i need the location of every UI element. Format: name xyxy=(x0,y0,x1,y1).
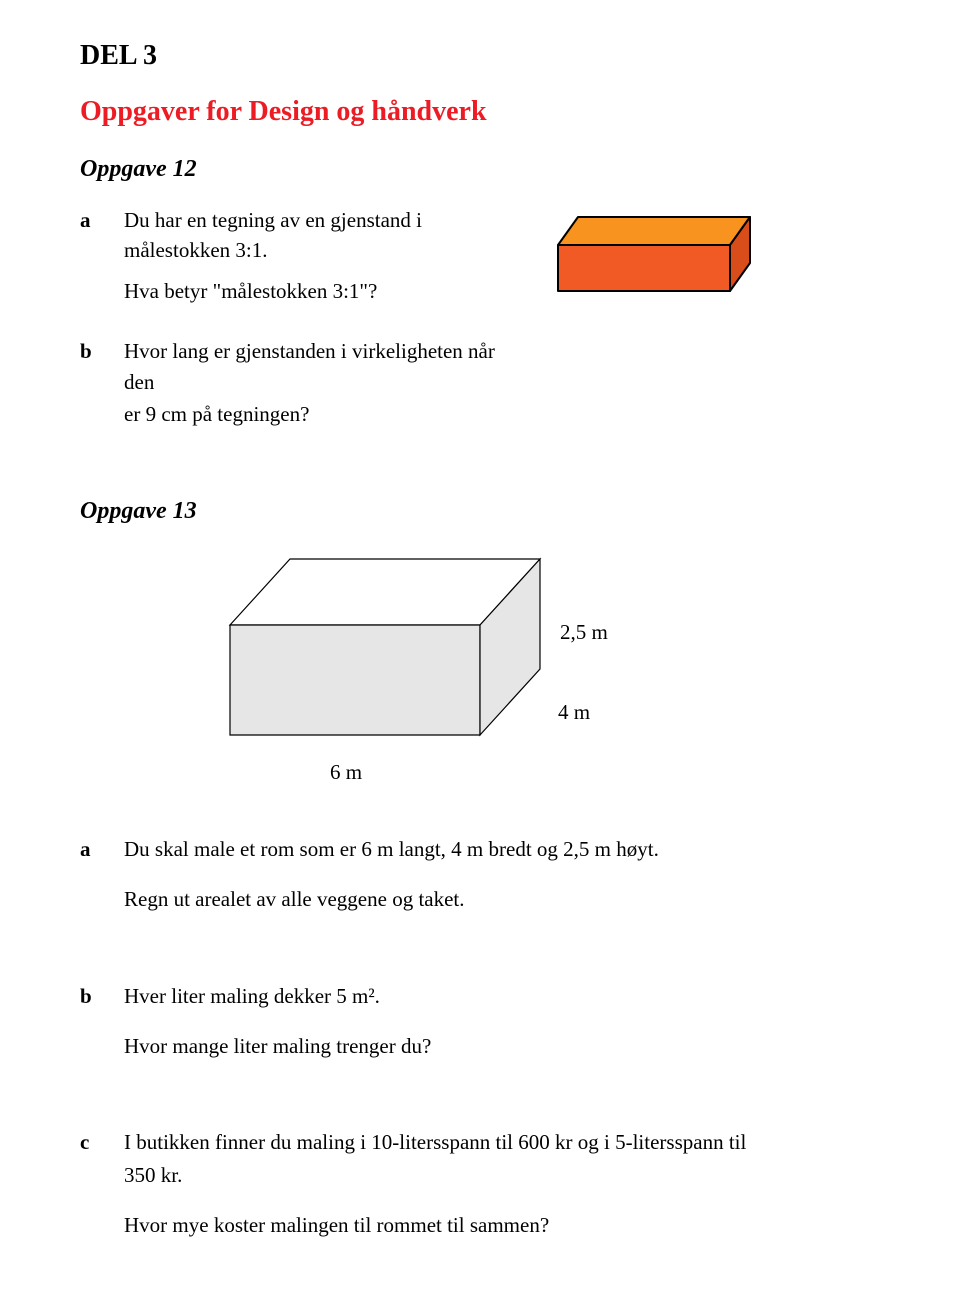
room-label-height: 2,5 m xyxy=(560,620,608,644)
b13-line1: Hver liter maling dekker 5 m². xyxy=(124,981,760,1011)
oppgave13-b: b Hver liter maling dekker 5 m². Hvor ma… xyxy=(80,981,760,1072)
room-label-depth: 4 m xyxy=(558,700,590,724)
room-label-width: 6 m xyxy=(330,760,362,784)
oppgave12-b: b Hvor lang er gjenstanden i virkelighet… xyxy=(80,336,530,439)
brick-svg xyxy=(550,205,760,305)
oppgave13-title: Oppgave 13 xyxy=(80,498,760,525)
oppgave13-c: c I butikken finner du maling i 10-liter… xyxy=(80,1127,760,1250)
room-svg: 2,5 m 4 m 6 m xyxy=(220,547,700,807)
item-letter-b: b xyxy=(80,336,124,366)
c13-line1: I butikken finner du maling i 10-literss… xyxy=(124,1127,760,1157)
brick-top xyxy=(558,217,750,245)
item-letter-c13: c xyxy=(80,1127,124,1157)
item-body-c13: I butikken finner du maling i 10-literss… xyxy=(124,1127,760,1250)
del3-heading: DEL 3 xyxy=(80,40,760,72)
oppgave12-a: a Du har en tegning av en gjenstand i må… xyxy=(80,205,530,316)
a12-line2: Hva betyr "målestokken 3:1"? xyxy=(124,276,530,306)
b12-line1: Hvor lang er gjenstanden i virkeligheten… xyxy=(124,336,530,397)
oppgave12-text: a Du har en tegning av en gjenstand i må… xyxy=(80,205,530,458)
item-body-b13: Hver liter maling dekker 5 m². Hvor mang… xyxy=(124,981,760,1072)
a12-line1: Du har en tegning av en gjenstand i måle… xyxy=(124,205,530,266)
room-graphic: 2,5 m 4 m 6 m xyxy=(220,547,760,812)
item-body-a13: Du skal male et rom som er 6 m langt, 4 … xyxy=(124,834,760,925)
item-letter-b13: b xyxy=(80,981,124,1011)
item-letter-a: a xyxy=(80,205,124,235)
a13-line1: Du skal male et rom som er 6 m langt, 4 … xyxy=(124,834,760,864)
brick-front xyxy=(558,245,730,291)
a13-line2: Regn ut arealet av alle veggene og taket… xyxy=(124,884,760,914)
b13-line2: Hvor mange liter maling trenger du? xyxy=(124,1031,760,1061)
item-body-a: Du har en tegning av en gjenstand i måle… xyxy=(124,205,530,316)
item-letter-a13: a xyxy=(80,834,124,864)
room-front-face xyxy=(230,625,480,735)
b12-line2: er 9 cm på tegningen? xyxy=(124,399,530,429)
oppgave13-a: a Du skal male et rom som er 6 m langt, … xyxy=(80,834,760,925)
oppgave12-title: Oppgave 12 xyxy=(80,156,760,183)
page: DEL 3 Oppgaver for Design og håndverk Op… xyxy=(0,0,820,1309)
c13-line2: 350 kr. xyxy=(124,1160,760,1190)
item-body-b: Hvor lang er gjenstanden i virkeligheten… xyxy=(124,336,530,439)
c13-line3: Hvor mye koster malingen til rommet til … xyxy=(124,1210,760,1240)
section-title: Oppgaver for Design og håndverk xyxy=(80,96,760,128)
brick-graphic xyxy=(550,205,760,310)
oppgave12-block: a Du har en tegning av en gjenstand i må… xyxy=(80,205,760,458)
